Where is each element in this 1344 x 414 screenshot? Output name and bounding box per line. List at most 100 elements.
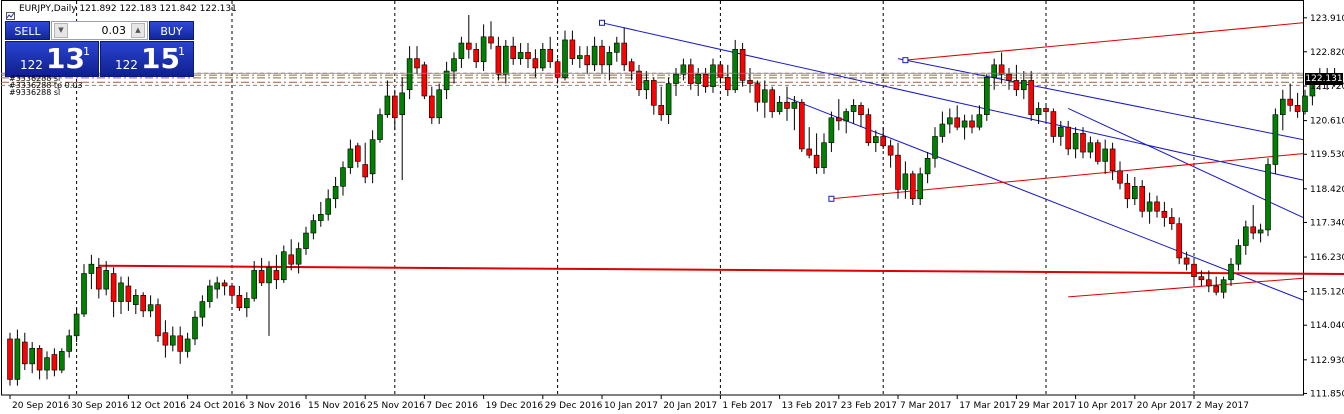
candle-body: [843, 111, 850, 122]
candle-body: [732, 48, 739, 91]
x-tick-label: 10 Jan 2017: [604, 401, 658, 411]
candle-body: [1228, 263, 1234, 281]
sell-price-quote[interactable]: 122 13 1: [5, 41, 99, 77]
candle-body: [1183, 257, 1190, 265]
candle-body: [177, 335, 183, 352]
candle-body: [525, 52, 531, 59]
y-tick-label: 116.230: [1310, 253, 1344, 263]
buy-button[interactable]: BUY: [149, 21, 194, 40]
candle-body: [88, 263, 95, 274]
candle-body: [1095, 142, 1101, 162]
anchor-point: [599, 19, 605, 26]
lot-size-input[interactable]: [70, 23, 126, 38]
current-price-label: 122.131: [1305, 73, 1343, 85]
candle-body: [1013, 80, 1020, 91]
candle-body: [66, 335, 72, 352]
y-tick-label: 120.610: [1310, 117, 1344, 127]
candle-body: [1169, 217, 1175, 224]
candle-body: [1176, 223, 1182, 259]
candle-body: [1124, 182, 1131, 200]
candle-body: [1257, 229, 1264, 234]
candle-body: [451, 58, 457, 72]
sell-button[interactable]: SELL: [5, 21, 50, 40]
candle-body: [1035, 108, 1042, 115]
candle-body: [214, 282, 220, 290]
candle-body: [1058, 126, 1064, 137]
candle-body: [1132, 186, 1138, 200]
candle-body: [1280, 98, 1286, 115]
candle-body: [1287, 98, 1293, 106]
candle-body: [584, 55, 591, 66]
x-tick-label: 3 Nov 2016: [249, 401, 301, 411]
buy-price-sup: 1: [178, 45, 185, 58]
candle-body: [562, 39, 568, 78]
candle-body: [1235, 245, 1242, 265]
candle-body: [902, 173, 909, 190]
candle-body: [1006, 73, 1012, 81]
candle-body: [488, 36, 494, 44]
candle-body: [29, 347, 36, 365]
candle-body: [421, 64, 428, 97]
candle-body: [924, 157, 931, 175]
candle-body: [969, 120, 975, 128]
candle-body: [170, 335, 176, 346]
candle-body: [591, 45, 598, 66]
buy-price-quote[interactable]: 122 15 1: [100, 41, 194, 77]
y-tick-label: 115.120: [1310, 288, 1344, 298]
candle-body: [192, 316, 198, 340]
candle-body: [133, 295, 139, 305]
candle-body: [739, 48, 746, 81]
candle-body: [687, 64, 694, 84]
candle-body: [155, 304, 161, 337]
candle-body: [1139, 186, 1145, 212]
x-tick-label: 7 Dec 2016: [426, 401, 478, 411]
x-tick-label: 7 Mar 2017: [900, 401, 951, 411]
candle-body: [229, 285, 235, 296]
candle-body: [258, 270, 265, 284]
candle-body: [710, 64, 716, 87]
y-tick-label: 114.040: [1310, 321, 1344, 331]
candle-body: [295, 248, 302, 265]
candle-body: [303, 232, 309, 249]
candle-body: [643, 80, 650, 91]
y-tick-label: 119.530: [1310, 150, 1344, 160]
x-tick-label: 25 Nov 2016: [367, 401, 425, 411]
candle-body: [1087, 142, 1094, 153]
x-tick-label: 15 Nov 2016: [308, 401, 366, 411]
x-tick-label: 19 Dec 2016: [486, 401, 544, 411]
candle-body: [1302, 95, 1308, 112]
spin-up-arrow-icon[interactable]: ▲: [131, 23, 145, 38]
candle-body: [983, 77, 990, 115]
candle-body: [813, 154, 820, 168]
candle-body: [747, 80, 753, 84]
candle-body: [14, 338, 21, 380]
candle-body: [1102, 148, 1108, 162]
spin-down-arrow-icon[interactable]: ▼: [54, 23, 68, 38]
candle-body: [1294, 105, 1301, 112]
y-tick-label: 122.820: [1310, 48, 1344, 58]
candle-body: [650, 80, 657, 106]
candle-body: [96, 267, 102, 290]
candle-body: [147, 304, 154, 312]
candle-body: [354, 145, 361, 162]
candle-body: [754, 83, 761, 103]
candle-body: [510, 45, 517, 59]
anchor-point: [902, 57, 909, 64]
candle-body: [414, 58, 420, 69]
candle-body: [1043, 108, 1049, 112]
candle-body: [184, 338, 191, 352]
candle-body: [1146, 201, 1153, 212]
chart-window-icon: [6, 5, 15, 20]
x-tick-label: 30 Sep 2016: [71, 401, 128, 411]
candle-body: [1191, 263, 1197, 277]
candle-body: [1220, 279, 1227, 293]
candle-body: [347, 148, 354, 168]
candle-body: [702, 73, 709, 87]
candle-body: [1243, 226, 1249, 246]
candle-body: [939, 123, 946, 137]
candle-body: [828, 117, 835, 144]
plot-frame: [1, 0, 1304, 396]
candle-body: [332, 186, 339, 200]
candle-body: [554, 61, 561, 78]
